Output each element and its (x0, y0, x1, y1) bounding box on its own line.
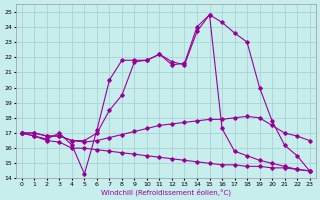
X-axis label: Windchill (Refroidissement éolien,°C): Windchill (Refroidissement éolien,°C) (101, 188, 231, 196)
